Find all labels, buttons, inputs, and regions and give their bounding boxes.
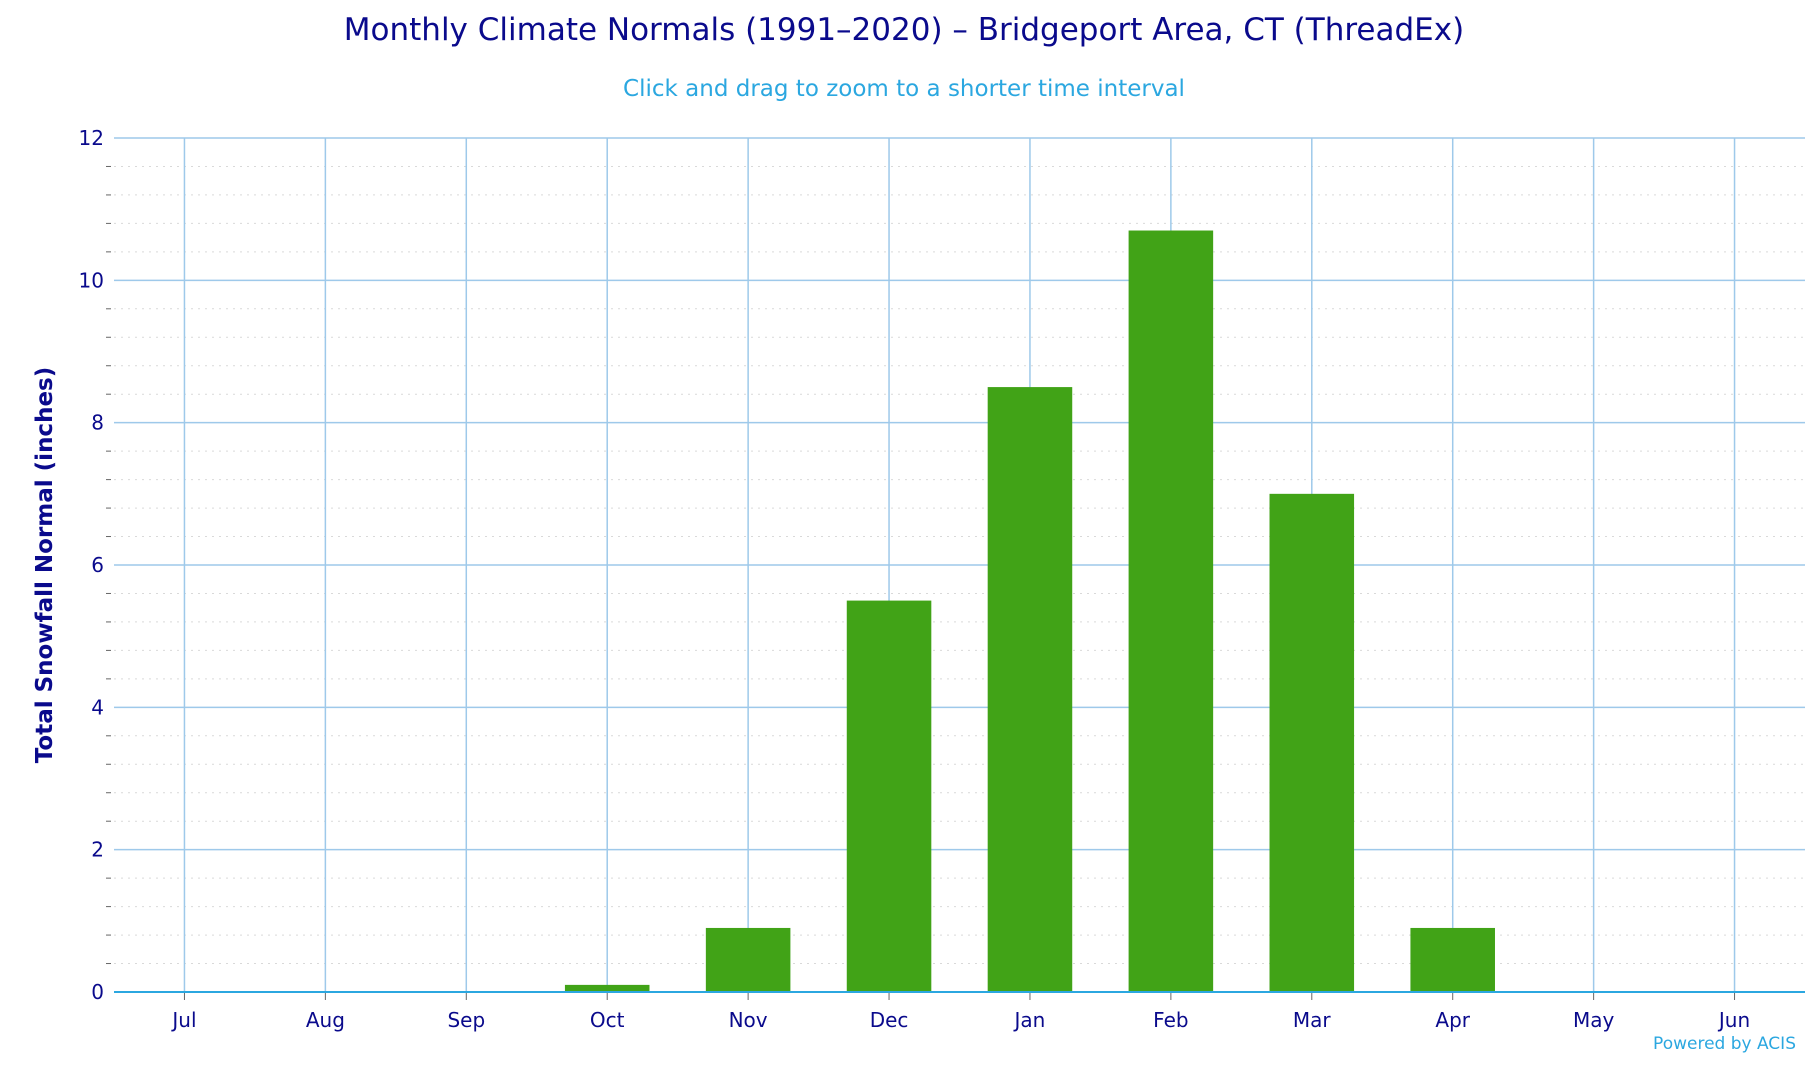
x-tick-label: Jan — [1013, 1008, 1046, 1032]
powered-by-link[interactable]: Powered by ACIS — [1653, 1034, 1796, 1054]
x-tick-label: Apr — [1435, 1008, 1470, 1032]
y-tick-label: 2 — [91, 838, 104, 862]
chart-title: Monthly Climate Normals (1991–2020) – Br… — [343, 12, 1465, 48]
y-tick-label: 0 — [91, 980, 104, 1004]
x-tick-label: Nov — [729, 1008, 768, 1032]
bar-dec — [846, 600, 932, 992]
bar-feb — [1128, 230, 1214, 992]
x-tick-label: Dec — [870, 1008, 909, 1032]
x-tick-label: Aug — [306, 1008, 345, 1032]
x-tick-label: Jul — [170, 1008, 196, 1032]
zoom-hint: Click and drag to zoom to a shorter time… — [623, 76, 1185, 102]
y-tick-label: 12 — [79, 126, 104, 150]
y-tick-label: 4 — [91, 695, 104, 719]
x-tick-label: Mar — [1293, 1008, 1332, 1032]
grid — [114, 137, 1805, 993]
y-tick-label: 6 — [91, 553, 104, 577]
bar-apr — [1410, 927, 1495, 992]
y-tick-label: 10 — [79, 268, 104, 292]
bar-nov — [705, 927, 791, 992]
bars — [564, 230, 1495, 992]
x-tick-label: Sep — [447, 1008, 485, 1032]
x-tick-label: May — [1573, 1008, 1615, 1032]
bar-jan — [987, 387, 1073, 992]
x-tick-label: Feb — [1153, 1008, 1188, 1032]
x-tick-label: Oct — [590, 1008, 625, 1032]
bar-mar — [1269, 493, 1355, 992]
bar-oct — [564, 984, 650, 992]
y-axis-label: Total Snowfall Normal (inches) — [32, 367, 58, 763]
y-tick-label: 8 — [91, 411, 104, 435]
x-tick-label: Jun — [1717, 1008, 1750, 1032]
axes: 0 2 4 6 8 10 12 Jul Aug Sep Oct Nov Dec Jan Feb Mar Apr M… — [79, 126, 1805, 1032]
